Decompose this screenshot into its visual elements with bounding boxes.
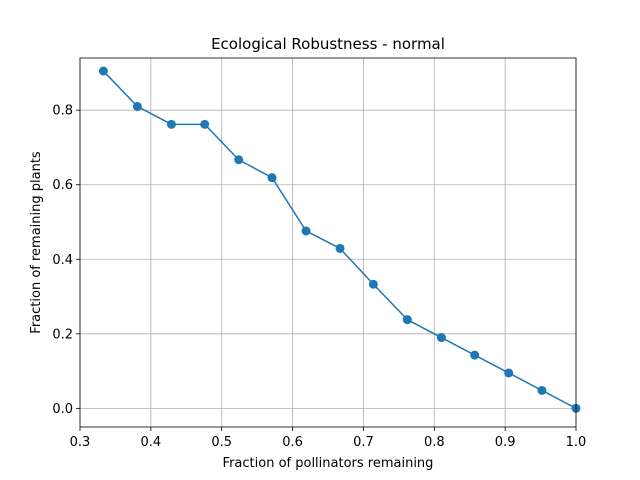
data-point	[335, 243, 345, 253]
x-tick-label: 1.0	[566, 435, 587, 450]
y-axis-label: Fraction of remaining plants	[29, 151, 44, 334]
data-point	[402, 315, 412, 325]
series-layer	[98, 66, 581, 413]
x-tick-label: 0.8	[424, 435, 445, 450]
data-point	[368, 279, 378, 289]
y-tick-label: 0.6	[52, 178, 73, 193]
x-tick-label: 0.7	[353, 435, 374, 450]
plot-frame	[79, 57, 577, 428]
data-point	[436, 333, 446, 343]
x-tick-label: 0.6	[282, 435, 303, 450]
y-tick-label: 0.4	[52, 253, 73, 268]
y-tick-label: 0.2	[52, 327, 73, 342]
tick-layer: 0.3 0.4 0.5 0.6 0.7 0.8 0.9 1.0 0.0 0.2 0.4 0.6 0.8	[52, 104, 586, 450]
data-point	[98, 66, 108, 76]
x-axis-label: Fraction of pollinators remaining	[223, 456, 434, 471]
data-point	[537, 385, 547, 395]
data-point	[267, 173, 277, 183]
data-point	[301, 226, 311, 236]
data-point	[504, 368, 514, 378]
data-point	[166, 119, 176, 129]
data-point	[470, 350, 480, 360]
y-tick-label: 0.8	[52, 104, 73, 119]
data-point	[200, 119, 210, 129]
data-point	[132, 101, 142, 111]
x-tick-label: 0.3	[70, 435, 91, 450]
data-point	[234, 155, 244, 165]
x-tick-label: 0.9	[495, 435, 516, 450]
chart-title: Ecological Robustness - normal	[211, 35, 445, 53]
y-tick-label: 0.0	[52, 402, 73, 417]
x-tick-label: 0.5	[211, 435, 232, 450]
x-tick-label: 0.4	[141, 435, 162, 450]
